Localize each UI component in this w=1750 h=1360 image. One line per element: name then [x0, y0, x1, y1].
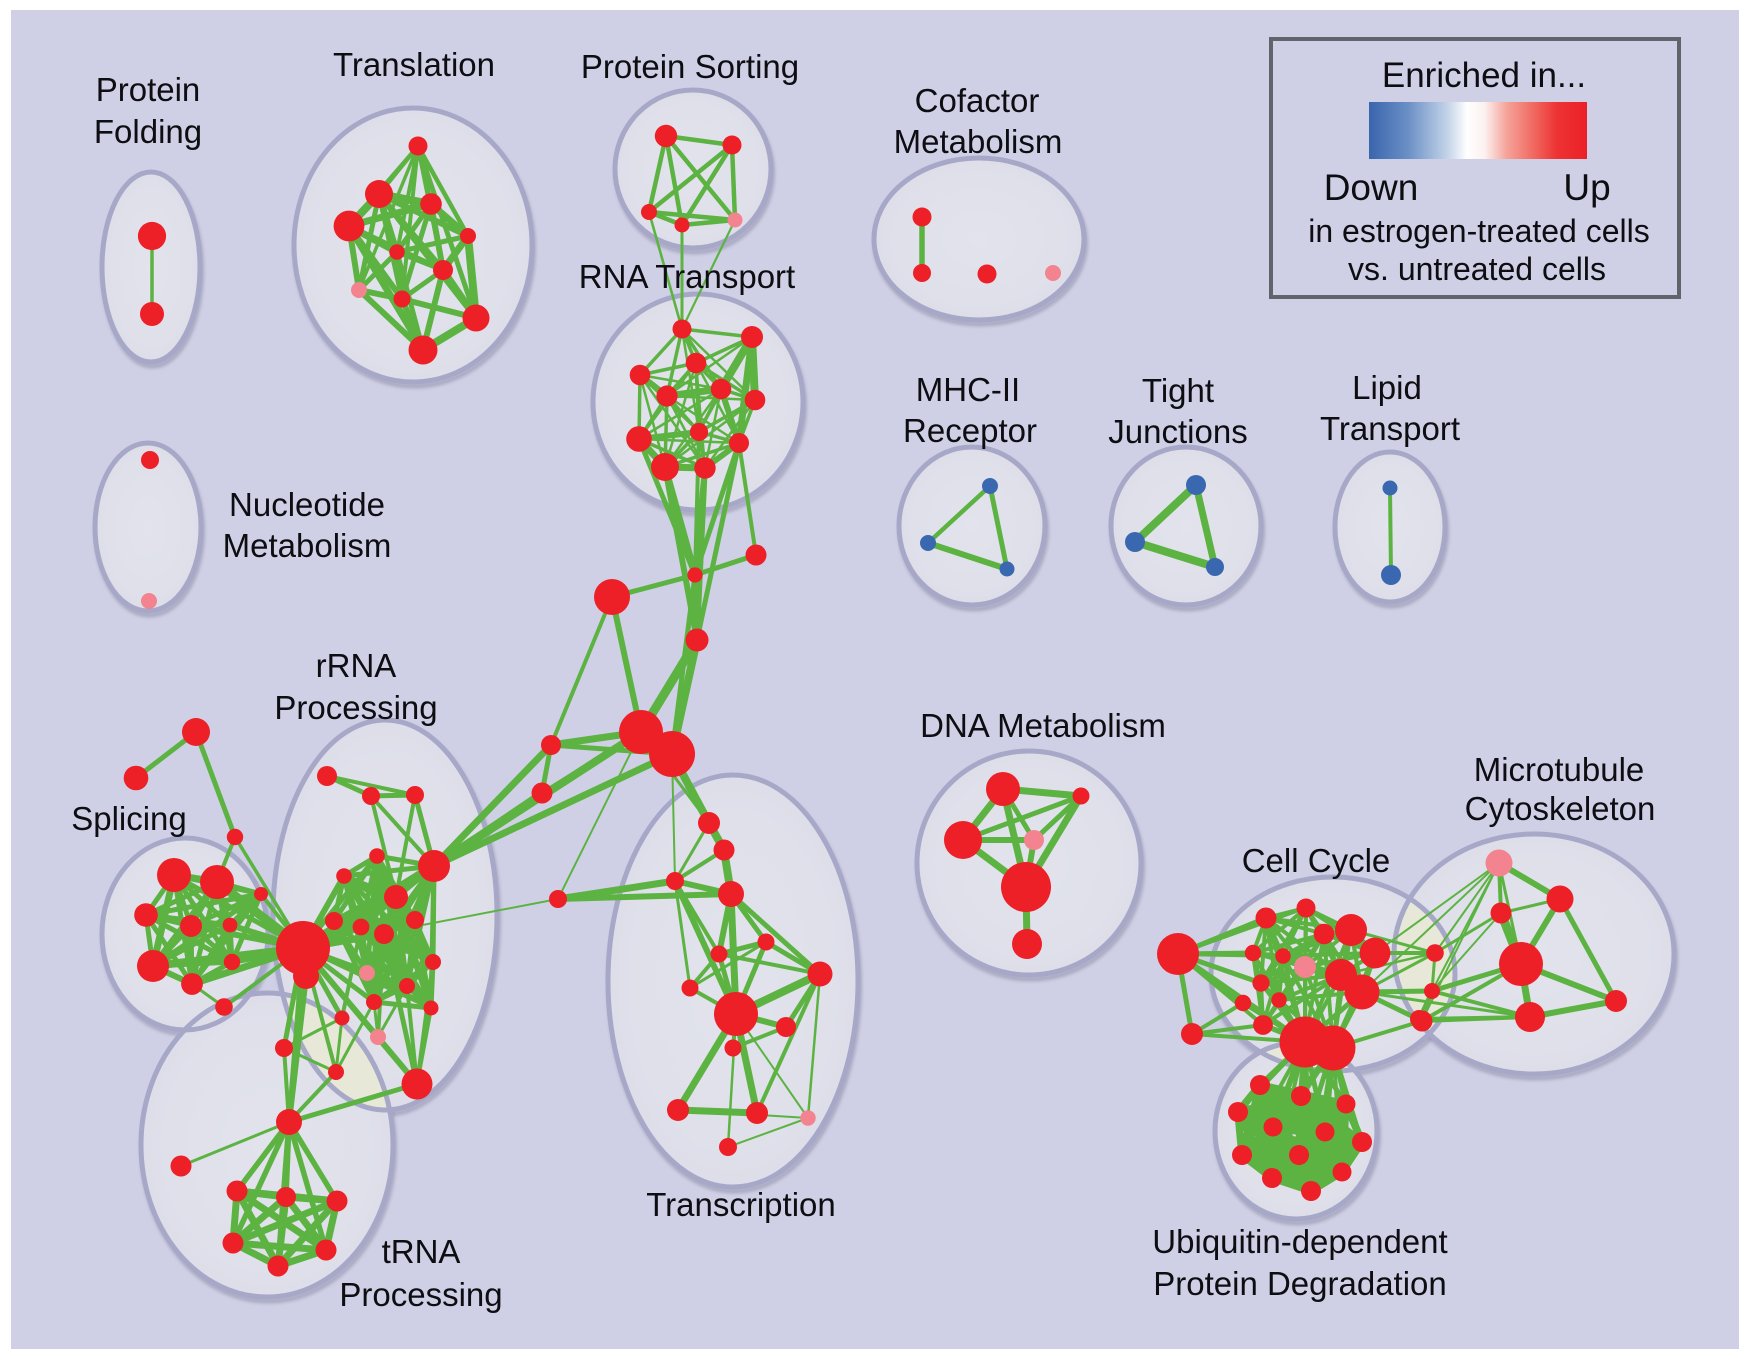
svg-text:Protein: Protein — [96, 71, 201, 108]
svg-text:Down: Down — [1324, 167, 1419, 208]
svg-text:Transcription: Transcription — [646, 1186, 836, 1223]
svg-text:Enriched in...: Enriched in... — [1382, 56, 1586, 95]
svg-text:Translation: Translation — [333, 46, 495, 83]
svg-text:Processing: Processing — [274, 689, 437, 726]
svg-text:Lipid: Lipid — [1352, 369, 1422, 406]
svg-text:Nucleotide: Nucleotide — [229, 486, 385, 523]
svg-text:vs. untreated cells: vs. untreated cells — [1348, 251, 1606, 287]
svg-text:Cofactor: Cofactor — [915, 82, 1040, 119]
svg-text:Tight: Tight — [1142, 372, 1214, 409]
svg-text:Cytoskeleton: Cytoskeleton — [1465, 790, 1656, 827]
svg-text:Junctions: Junctions — [1108, 413, 1247, 450]
svg-text:Up: Up — [1563, 167, 1610, 208]
svg-text:Processing: Processing — [339, 1276, 502, 1313]
svg-text:Metabolism: Metabolism — [894, 123, 1063, 160]
svg-text:Splicing: Splicing — [71, 800, 187, 837]
svg-text:Metabolism: Metabolism — [223, 527, 392, 564]
svg-text:Microtubule: Microtubule — [1474, 751, 1645, 788]
svg-text:DNA Metabolism: DNA Metabolism — [920, 707, 1166, 744]
svg-text:Folding: Folding — [94, 113, 202, 150]
svg-text:Transport: Transport — [1320, 410, 1460, 447]
svg-text:tRNA: tRNA — [382, 1233, 461, 1270]
svg-text:RNA Transport: RNA Transport — [579, 258, 795, 295]
svg-text:in estrogen-treated cells: in estrogen-treated cells — [1308, 213, 1650, 249]
svg-text:Receptor: Receptor — [903, 412, 1037, 449]
svg-text:MHC-II: MHC-II — [916, 371, 1020, 408]
svg-text:Protein Sorting: Protein Sorting — [581, 48, 799, 85]
svg-text:rRNA: rRNA — [316, 647, 397, 684]
svg-text:Ubiquitin-dependent: Ubiquitin-dependent — [1152, 1223, 1447, 1260]
svg-text:Cell Cycle: Cell Cycle — [1242, 842, 1391, 879]
svg-text:Protein Degradation: Protein Degradation — [1153, 1265, 1447, 1302]
